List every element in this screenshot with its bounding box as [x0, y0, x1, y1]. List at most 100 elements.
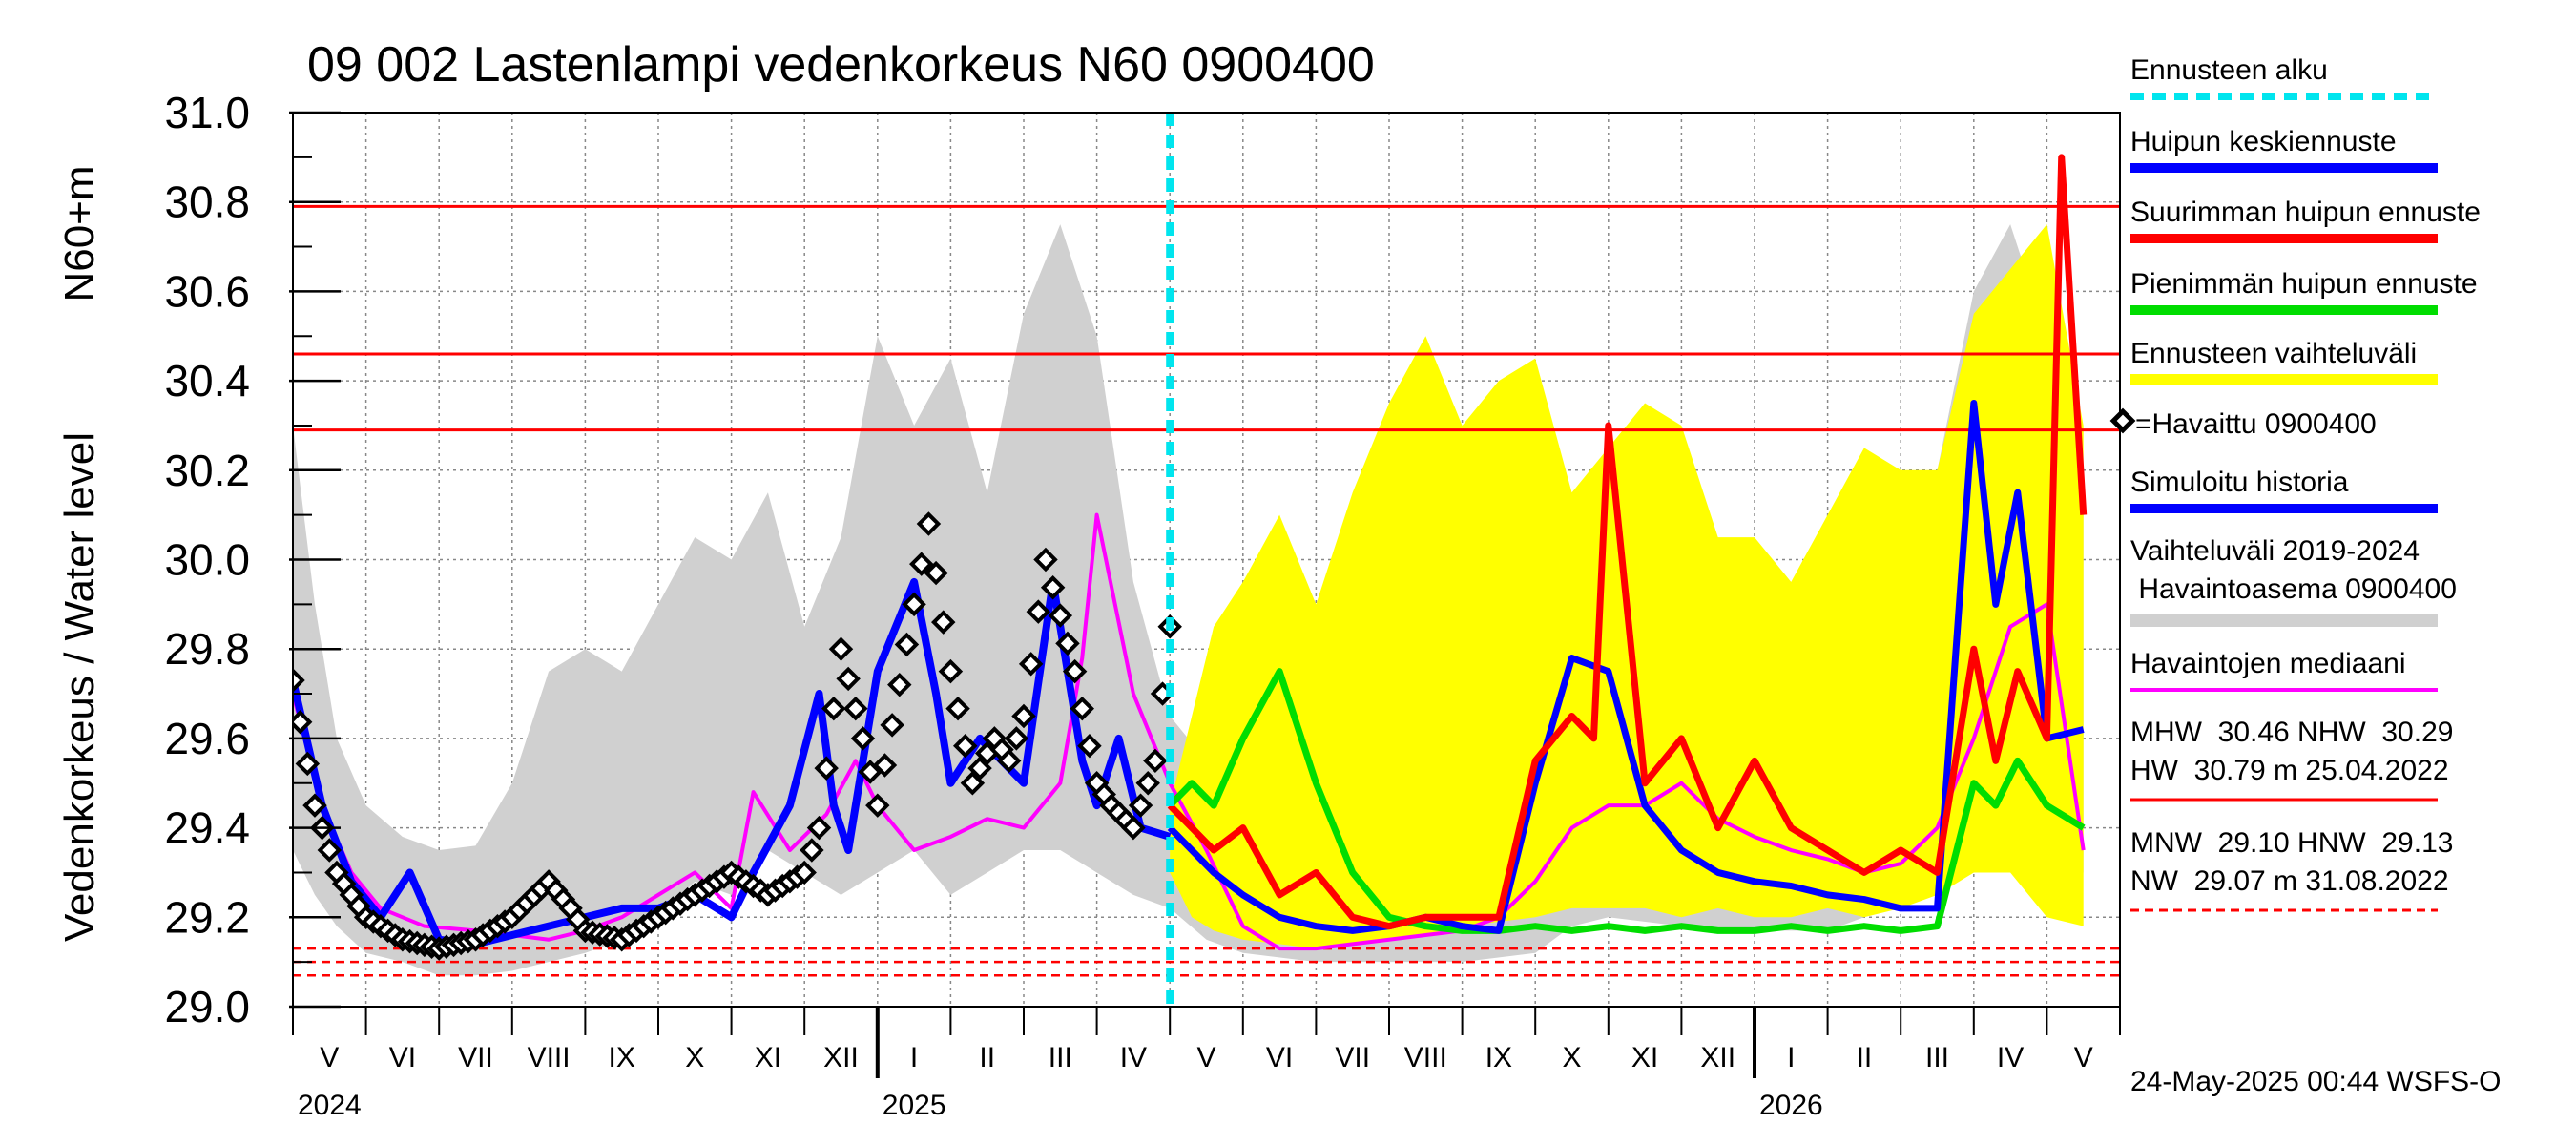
- x-month-label: XII: [823, 1042, 859, 1073]
- observed-marker: [924, 560, 948, 586]
- y-tick-label: 30.0: [164, 535, 250, 585]
- observed-marker: [1062, 658, 1088, 684]
- observed-marker: [1070, 696, 1095, 721]
- legend: Ennusteen alku Huipun keskiennuste Suuri…: [2109, 54, 2481, 912]
- x-month-label: II: [1857, 1042, 1873, 1073]
- x-month-label: V: [320, 1042, 339, 1073]
- x-month-label: IV: [1120, 1042, 1147, 1073]
- observed-marker: [850, 726, 876, 751]
- observed-marker: [1033, 547, 1058, 572]
- y-tick-label: 30.8: [164, 177, 250, 227]
- x-month-label: II: [979, 1042, 995, 1073]
- observed-marker: [814, 756, 839, 781]
- observed-marker: [916, 511, 942, 536]
- observed-marker: [843, 696, 868, 721]
- observed-marker: [293, 668, 305, 693]
- observed-marker: [302, 793, 327, 818]
- observed-marker: [872, 753, 898, 778]
- x-month-label: VI: [1266, 1042, 1293, 1073]
- x-month-label: VI: [389, 1042, 416, 1073]
- x-month-label: V: [2074, 1042, 2093, 1073]
- observed-marker: [806, 815, 832, 841]
- legend-forecast-start-label: Ennusteen alku: [2130, 54, 2328, 86]
- x-month-label: VII: [458, 1042, 493, 1073]
- max-peak-forecast-line: [1167, 154, 2088, 930]
- y-tick-label: 31.0: [164, 88, 250, 137]
- legend-min-peak-label: Pienimmän huipun ennuste: [2130, 268, 2478, 300]
- legend-max-peak-label: Suurimman huipun ennuste: [2130, 197, 2481, 228]
- chart-title: 09 002 Lastenlampi vedenkorkeus N60 0900…: [307, 37, 1375, 93]
- observed-marker: [792, 860, 817, 885]
- observed-marker: [931, 610, 956, 635]
- x-month-label: X: [1562, 1042, 1581, 1073]
- x-month-label: VII: [1335, 1042, 1370, 1073]
- observed-marker: [865, 793, 890, 818]
- observed-marker: [295, 751, 321, 777]
- x-month-label: IX: [609, 1042, 635, 1073]
- observed-marker: [1004, 726, 1029, 751]
- observed-marker: [938, 658, 964, 684]
- observed-marker: [996, 748, 1022, 774]
- y-axis: 29.0 29.2 29.4 29.6 29.8 30.0 30.2 30.4 30.6 30.8…: [164, 88, 341, 1031]
- range-bands: [293, 224, 2084, 976]
- y-tick-label: 29.4: [164, 803, 250, 853]
- x-month-label: XI: [1631, 1042, 1658, 1073]
- observed-marker: [293, 709, 313, 735]
- legend-forecast-range-label: Ennusteen vaihteluväli: [2130, 338, 2417, 369]
- x-month-label: X: [685, 1042, 704, 1073]
- observed-marker: [1048, 603, 1073, 628]
- x-month-label: I: [910, 1042, 918, 1073]
- legend-mean-peak-label: Huipun keskiennuste: [2130, 126, 2397, 157]
- legend-range-line2: Havaintoasema 0900400: [2130, 573, 2457, 605]
- x-month-label: IV: [1997, 1042, 2024, 1073]
- y-tick-label: 30.6: [164, 266, 250, 316]
- observed-marker: [1040, 575, 1066, 600]
- observed-markers: [293, 511, 1182, 961]
- observed-marker: [1018, 652, 1044, 677]
- observed-marker: [1011, 703, 1036, 729]
- observed-marker: [887, 672, 912, 697]
- observed-marker: [967, 756, 992, 781]
- observed-marker: [894, 632, 920, 657]
- stats-mhw-nhw: MHW 30.46 NHW 30.29: [2130, 717, 2453, 748]
- legend-range-line1: Vaihteluväli 2019-2024: [2130, 535, 2420, 567]
- observed-marker: [960, 771, 986, 796]
- y-axis-label: Vedenkorkeus / Water level: [56, 432, 103, 942]
- observed-marker: [800, 838, 824, 863]
- x-month-label: VIII: [528, 1042, 571, 1073]
- observed-marker: [828, 636, 854, 661]
- observed-marker: [952, 733, 978, 759]
- observed-marker: [1128, 793, 1153, 818]
- observed-marker: [821, 696, 846, 721]
- x-month-label: XII: [1700, 1042, 1735, 1073]
- observed-marker: [945, 696, 970, 721]
- x-year-label: 2024: [298, 1090, 362, 1121]
- y-tick-label: 30.2: [164, 446, 250, 495]
- x-month-label: III: [1925, 1042, 1949, 1073]
- observed-marker: [1121, 815, 1146, 841]
- observed-marker: [902, 592, 926, 617]
- y-tick-label: 29.8: [164, 624, 250, 674]
- observed-marker: [1026, 599, 1051, 624]
- x-axis: V VI VII VIII IX X XI XII I II III IV V VI VII VIII IX X X…: [292, 1007, 2121, 1121]
- x-year-label: 2025: [883, 1090, 946, 1121]
- legend-observed-marker: [2109, 407, 2136, 434]
- y-tick-label: 30.4: [164, 356, 250, 406]
- observed-marker: [1077, 733, 1102, 759]
- observed-marker: [909, 552, 934, 576]
- y-tick-label: 29.0: [164, 982, 250, 1031]
- observed-marker: [1143, 748, 1168, 774]
- stats-nw: NW 29.07 m 31.08.2022: [2130, 865, 2449, 897]
- median-line: [293, 512, 2086, 951]
- x-month-label: I: [1787, 1042, 1795, 1073]
- observed-marker: [880, 713, 904, 738]
- legend-median-label: Havaintojen mediaani: [2130, 648, 2406, 679]
- x-month-label: III: [1049, 1042, 1072, 1073]
- y-axis-unit-label: N60+m: [56, 165, 103, 302]
- y-tick-label: 29.6: [164, 714, 250, 763]
- observed-marker: [1135, 771, 1160, 796]
- x-month-label: IX: [1485, 1042, 1512, 1073]
- x-month-label: V: [1196, 1042, 1215, 1073]
- x-month-label: VIII: [1404, 1042, 1447, 1073]
